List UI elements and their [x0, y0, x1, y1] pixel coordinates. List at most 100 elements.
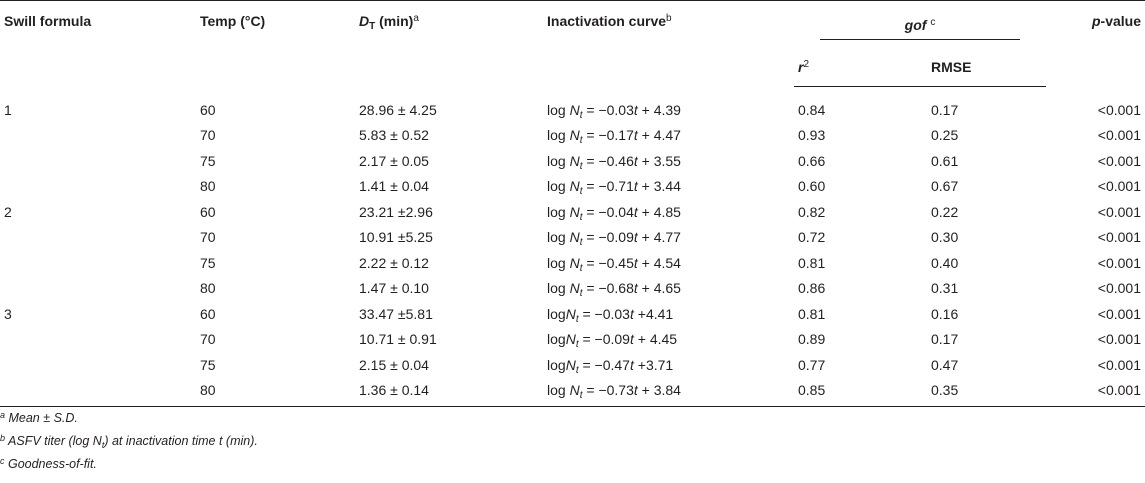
cell-temp: 70: [200, 331, 216, 348]
cell-swill-formula: 1: [4, 101, 12, 118]
cell-dt: 28.96 ± 4.25: [359, 101, 437, 118]
table-row: 80 1.36 ± 0.14 log Nt = −0.73t + 3.84 0.85 0…: [0, 377, 1145, 407]
table-row: 70 10.91 ±5.25 log Nt = −0.09t + 4.77 0.72 0…: [0, 225, 1145, 251]
cell-p-value: <0.001: [1097, 178, 1141, 195]
cell-rmse: 0.17: [931, 101, 959, 118]
cell-inactivation-curve: log Nt = −0.09t + 4.77: [547, 229, 681, 249]
cell-dt: 2.17 ± 0.05: [359, 152, 429, 169]
cell-inactivation-curve: log Nt = −0.68t + 4.65: [547, 280, 681, 300]
cell-inactivation-curve: log Nt = −0.04t + 4.85: [547, 203, 681, 223]
col-header-rmse: RMSE: [927, 48, 1046, 87]
cell-r2: 0.85: [794, 377, 927, 407]
cell-rmse: 0.35: [927, 377, 1046, 407]
cell-temp: 75: [200, 254, 216, 271]
table-row: 70 10.71 ± 0.91 logNt = −0.09t + 4.45 0.89 0…: [0, 327, 1145, 353]
cell-swill-formula: [0, 276, 196, 302]
cell-rmse: 0.67: [931, 178, 959, 195]
cell-dt: 1.47 ± 0.10: [359, 280, 429, 297]
cell-rmse: 0.17: [931, 331, 959, 348]
cell-p-value: <0.001: [1097, 101, 1141, 118]
cell-dt: 2.15 ± 0.04: [359, 356, 429, 373]
cell-p-value: <0.001: [1097, 305, 1141, 322]
cell-swill-formula: [0, 377, 196, 407]
cell-dt: 2.22 ± 0.12: [359, 254, 429, 271]
col-header-r2: r2: [794, 48, 927, 87]
cell-dt: 10.91 ±5.25: [359, 229, 433, 246]
cell-swill-formula: [0, 148, 196, 174]
table-row: 1 60 28.96 ± 4.25 log Nt = −0.03t + 4.39 0.8…: [0, 87, 1145, 123]
cell-rmse: 0.47: [931, 356, 959, 373]
cell-swill-formula: [0, 250, 196, 276]
cell-temp: 60: [200, 305, 216, 322]
results-table: Swill formula Temp (°C) DT (min)a Inacti…: [0, 0, 1145, 407]
table-row: 80 1.41 ± 0.04 log Nt = −0.71t + 3.44 0.60 0…: [0, 174, 1145, 200]
cell-r2: 0.66: [798, 152, 826, 169]
cell-dt: 5.83 ± 0.52: [359, 127, 429, 144]
cell-swill-formula: [0, 352, 196, 378]
cell-temp: 80: [200, 178, 216, 195]
cell-temp: 60: [200, 101, 216, 118]
table-row: 70 5.83 ± 0.52 log Nt = −0.17t + 4.47 0.93 0…: [0, 123, 1145, 149]
cell-r2: 0.81: [798, 305, 826, 322]
footnotes: a Mean ± S.D. b ASFV titer (log Nt) at in…: [0, 409, 258, 478]
cell-r2: 0.93: [798, 127, 826, 144]
cell-rmse: 0.61: [931, 152, 959, 169]
cell-p-value: <0.001: [1097, 280, 1141, 297]
cell-swill-formula: 3: [4, 305, 12, 322]
cell-temp: 75: [200, 152, 216, 169]
col-header-temp: Temp (°C): [196, 0, 355, 87]
cell-rmse: 0.30: [931, 229, 959, 246]
cell-swill-formula: [0, 225, 196, 251]
cell-inactivation-curve: logNt = −0.03t +4.41: [547, 305, 674, 325]
cell-inactivation-curve: logNt = −0.09t + 4.45: [547, 331, 678, 351]
col-header-inactivation-curve: Inactivation curveb: [543, 0, 794, 87]
table-row: 2 60 23.21 ±2.96 log Nt = −0.04t + 4.85 0.82…: [0, 199, 1145, 225]
cell-dt: 1.41 ± 0.04: [359, 178, 429, 195]
cell-swill-formula: [0, 174, 196, 200]
header-row-1: Swill formula Temp (°C) DT (min)a Inacti…: [0, 0, 1145, 87]
cell-p-value: <0.001: [1097, 254, 1141, 271]
gof-underline: [820, 39, 1020, 40]
cell-r2: 0.72: [798, 229, 826, 246]
cell-p-value: <0.001: [1097, 331, 1141, 348]
cell-r2: 0.60: [798, 178, 826, 195]
table-row: 75 2.17 ± 0.05 log Nt = −0.46t + 3.55 0.66 0…: [0, 148, 1145, 174]
cell-p-value: <0.001: [1097, 203, 1141, 220]
footnote: c Goodness-of-fit.: [0, 456, 97, 472]
cell-temp: 60: [200, 203, 216, 220]
cell-dt: 33.47 ±5.81: [359, 305, 433, 322]
table-row: 75 2.15 ± 0.04 logNt = −0.47t +3.71 0.77 0.4…: [0, 352, 1145, 378]
footnote: a Mean ± S.D.: [0, 410, 78, 426]
cell-temp: 80: [196, 377, 355, 407]
cell-temp: 70: [200, 127, 216, 144]
cell-r2: 0.84: [798, 101, 826, 118]
col-header-dt: DT (min)a: [355, 0, 543, 87]
cell-inactivation-curve: log Nt = −0.17t + 4.47: [547, 127, 681, 147]
cell-r2: 0.89: [798, 331, 826, 348]
cell-r2: 0.86: [798, 280, 826, 297]
cell-rmse: 0.40: [931, 254, 959, 271]
cell-rmse: 0.22: [931, 203, 959, 220]
col-header-swill-formula: Swill formula: [0, 0, 196, 87]
table-row: 75 2.22 ± 0.12 log Nt = −0.45t + 4.54 0.81 0…: [0, 250, 1145, 276]
cell-rmse: 0.25: [931, 127, 959, 144]
cell-inactivation-curve: log Nt = −0.46t + 3.55: [547, 152, 681, 172]
cell-p-value: <0.001: [1097, 356, 1141, 373]
table-row: 3 60 33.47 ±5.81 logNt = −0.03t +4.41 0.81 0.…: [0, 301, 1145, 327]
cell-swill-formula: [0, 123, 196, 149]
table-body: 1 60 28.96 ± 4.25 log Nt = −0.03t + 4.39 0.8…: [0, 87, 1145, 407]
cell-inactivation-curve: log Nt = −0.73t + 3.84: [543, 377, 794, 407]
cell-inactivation-curve: logNt = −0.47t +3.71: [547, 356, 674, 376]
footnote: b ASFV titer (log Nt) at inactivation ti…: [0, 433, 258, 451]
col-header-gof: gof c: [794, 0, 1046, 48]
cell-rmse: 0.31: [931, 280, 959, 297]
cell-r2: 0.77: [798, 356, 826, 373]
header-row-2: r2 RMSE: [0, 48, 1145, 87]
cell-temp: 70: [200, 229, 216, 246]
col-header-p-value: p-value: [1046, 0, 1145, 87]
table-row: 80 1.47 ± 0.10 log Nt = −0.68t + 4.65 0.86 0…: [0, 276, 1145, 302]
cell-dt: 1.36 ± 0.14: [355, 377, 543, 407]
cell-p-value: <0.001: [1046, 377, 1145, 407]
cell-p-value: <0.001: [1097, 127, 1141, 144]
